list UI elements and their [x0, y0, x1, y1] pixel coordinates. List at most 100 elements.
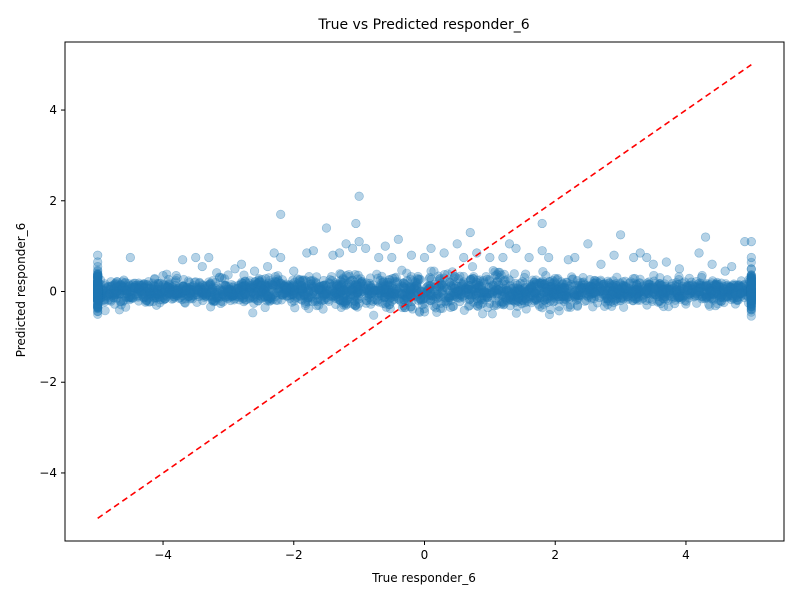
scatter-point — [612, 293, 622, 303]
scatter-point — [392, 277, 402, 287]
scatter-point — [373, 283, 384, 293]
scatter-point — [401, 294, 411, 304]
scatter-point — [97, 288, 107, 298]
scatter-point — [223, 292, 233, 302]
scatter-point — [146, 282, 156, 293]
scatter-point — [575, 291, 585, 301]
scatter-point — [401, 292, 411, 302]
scatter-point — [694, 289, 705, 299]
scatter-point — [286, 289, 296, 300]
scatter-point — [340, 298, 350, 308]
scatter-point — [586, 292, 596, 303]
scatter-point — [206, 302, 216, 312]
scatter-point — [125, 281, 135, 291]
scatter-point — [521, 304, 531, 314]
scatter-point — [209, 295, 219, 306]
scatter-point — [536, 289, 546, 299]
scatter-point — [472, 293, 482, 304]
scatter-point — [288, 289, 298, 299]
scatter-point — [664, 283, 674, 293]
scatter-point — [701, 286, 711, 296]
scatter-point — [379, 286, 390, 297]
scatter-point — [207, 295, 218, 305]
scatter-point — [313, 296, 323, 307]
scatter-point — [590, 275, 600, 286]
scatter-point — [366, 295, 376, 305]
scatter-point — [606, 288, 616, 298]
scatter-point — [276, 290, 286, 300]
scatter-point — [164, 289, 174, 299]
scatter-point — [608, 276, 618, 286]
scatter-point — [457, 292, 468, 302]
scatter-point — [580, 296, 590, 306]
scatter-point — [437, 286, 447, 296]
scatter-point — [697, 294, 707, 304]
scatter-point — [744, 289, 754, 299]
scatter-point — [356, 278, 366, 288]
scatter-point — [298, 276, 308, 286]
scatter-point — [279, 288, 290, 299]
scatter-point — [263, 278, 273, 288]
scatter-point — [676, 284, 687, 294]
scatter-point — [701, 278, 712, 288]
scatter-point — [271, 277, 281, 287]
scatter-point — [544, 284, 554, 294]
scatter-point — [536, 280, 546, 290]
scatter-point — [479, 287, 489, 297]
scatter-point — [172, 288, 182, 299]
scatter-point — [112, 282, 122, 292]
scatter-point — [390, 286, 400, 296]
scatter-point — [171, 283, 181, 294]
scatter-point — [184, 283, 194, 293]
scatter-point — [545, 296, 555, 306]
scatter-point — [170, 280, 180, 290]
scatter-point — [148, 292, 158, 302]
scatter-point — [438, 285, 448, 295]
scatter-point — [390, 276, 400, 287]
scatter-point — [306, 279, 316, 289]
scatter-point — [582, 283, 592, 294]
scatter-point — [569, 281, 579, 291]
scatter-point — [579, 277, 589, 287]
scatter-point — [176, 284, 187, 294]
scatter-point — [214, 292, 224, 302]
scatter-point — [628, 274, 638, 284]
scatter-point — [741, 283, 751, 294]
scatter-point — [608, 280, 618, 291]
scatter-point — [715, 296, 725, 306]
scatter-point — [162, 284, 172, 294]
scatter-point — [544, 309, 555, 320]
scatter-point — [713, 291, 724, 301]
scatter-point — [290, 293, 300, 303]
scatter-point — [465, 300, 475, 311]
scatter-point — [260, 280, 271, 290]
scatter-point — [452, 239, 462, 249]
scatter-point — [557, 290, 567, 300]
scatter-point — [401, 287, 412, 297]
scatter-point — [348, 243, 358, 254]
scatter-point — [276, 295, 287, 305]
scatter-point — [201, 290, 211, 300]
scatter-point — [448, 282, 458, 292]
scatter-point — [306, 281, 316, 291]
scatter-point — [108, 284, 118, 294]
scatter-point — [609, 280, 619, 290]
scatter-point — [234, 295, 245, 305]
scatter-point — [547, 286, 557, 297]
scatter-point — [260, 284, 270, 294]
scatter-point — [520, 298, 530, 308]
scatter-point — [236, 259, 247, 269]
scatter-point — [739, 293, 749, 303]
scatter-point — [725, 282, 736, 292]
scatter-point — [496, 270, 506, 280]
scatter-point — [474, 278, 484, 288]
scatter-point — [195, 278, 205, 288]
scatter-point — [653, 283, 663, 294]
scatter-point — [692, 289, 702, 299]
scatter-point — [198, 295, 208, 306]
scatter-point — [535, 293, 545, 303]
scatter-point — [541, 271, 551, 281]
scatter-point — [663, 285, 673, 296]
scatter-point — [672, 281, 682, 291]
scatter-point — [197, 288, 208, 298]
